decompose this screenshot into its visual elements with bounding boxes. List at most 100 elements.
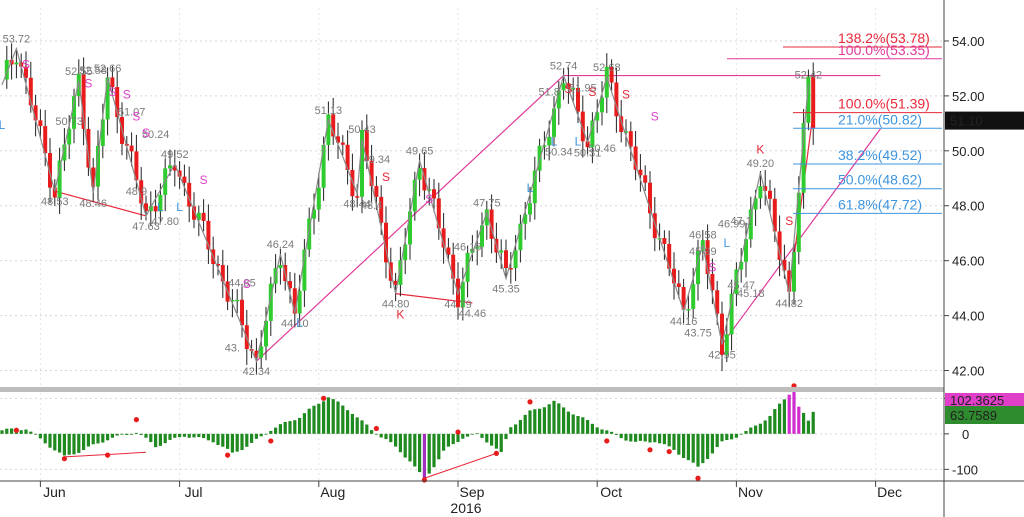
osc-bar xyxy=(427,433,431,474)
fib-level-label: 100.0%(51.39) xyxy=(838,96,930,112)
candle-body xyxy=(168,165,172,169)
swing-label: 47.80 xyxy=(151,216,179,228)
osc-bar xyxy=(533,409,537,434)
x-tick-label: Dec xyxy=(877,484,902,500)
osc-bar xyxy=(355,417,359,434)
candle-body xyxy=(187,182,192,207)
osc-bar xyxy=(168,433,172,440)
swing-label: 49.52 xyxy=(161,149,189,161)
candle-body xyxy=(552,108,556,137)
osc-bar xyxy=(720,433,724,442)
osc-bar xyxy=(67,433,71,455)
osc-bar xyxy=(226,433,230,449)
last-price-label: 51.10 xyxy=(950,114,983,129)
osc-bar xyxy=(696,433,700,467)
candle-body xyxy=(748,209,753,240)
candle-body xyxy=(585,141,590,148)
swing-label: 50.34 xyxy=(545,146,573,158)
candle-body xyxy=(235,299,240,302)
osc-bar xyxy=(797,406,801,434)
candle-body xyxy=(561,83,566,91)
candle-body xyxy=(600,97,604,113)
swing-label: 46.24 xyxy=(267,239,295,251)
y-tick-label: 42.00 xyxy=(952,364,985,379)
osc-bar xyxy=(154,433,158,448)
osc-bar xyxy=(298,417,302,434)
candle-body xyxy=(148,206,153,212)
osc-bar xyxy=(250,433,254,443)
osc-bar xyxy=(634,433,638,442)
candle-body xyxy=(412,179,417,212)
swing-label: 44.79 xyxy=(444,299,472,311)
osc-bar xyxy=(24,429,28,434)
candle-body xyxy=(28,77,33,106)
osc-bar xyxy=(662,433,666,445)
candle-body xyxy=(139,180,144,204)
osc-bar xyxy=(5,428,9,434)
swing-label: 52.74 xyxy=(550,61,578,73)
osc-bar xyxy=(547,404,551,434)
osc-bar xyxy=(710,433,714,454)
candle-body xyxy=(336,136,340,143)
swing-label: 50.73 xyxy=(55,116,83,128)
osc-bar xyxy=(58,433,62,453)
osc-bar xyxy=(72,433,76,455)
osc-bar xyxy=(595,427,599,434)
candle-body xyxy=(489,209,494,239)
osc-bar xyxy=(43,433,47,444)
swing-label: 52.58 xyxy=(79,65,107,77)
osc-bar xyxy=(326,397,330,434)
osc-bar xyxy=(302,413,306,434)
swing-label: 45.99 xyxy=(689,246,717,258)
candle-body xyxy=(628,131,633,147)
candle-body xyxy=(96,145,100,187)
signal-marker: L xyxy=(575,134,582,148)
osc-value-tag xyxy=(945,393,1024,407)
candle-body xyxy=(408,211,412,245)
osc-bar xyxy=(653,433,657,443)
candle-body xyxy=(67,128,72,145)
osc-bar xyxy=(163,433,167,444)
candle-body xyxy=(801,122,806,193)
osc-bar xyxy=(389,433,393,443)
candle-body xyxy=(144,203,148,212)
candle-body xyxy=(480,225,484,247)
osc-bar xyxy=(48,433,52,448)
osc-bar xyxy=(82,433,86,451)
signal-marker: S xyxy=(108,85,116,99)
osc-value-tag xyxy=(945,406,1024,424)
osc-dot xyxy=(13,427,19,433)
osc-bar xyxy=(91,433,95,445)
osc-bar xyxy=(346,410,350,434)
candle-body xyxy=(441,228,446,248)
candle-body xyxy=(806,76,811,123)
candle-body xyxy=(384,222,388,263)
candle-body xyxy=(230,300,235,302)
candle-body xyxy=(129,145,134,152)
signal-marker: L xyxy=(527,181,534,195)
candle-body xyxy=(710,274,715,291)
osc-dot xyxy=(421,477,427,483)
candle-body xyxy=(532,170,537,204)
osc-bar xyxy=(293,420,297,434)
osc-bar xyxy=(802,412,806,434)
candle-body xyxy=(81,73,86,129)
signal-marker: S xyxy=(243,277,251,291)
osc-bar xyxy=(566,411,570,434)
swing-label: 44.46 xyxy=(459,308,487,320)
candle-body xyxy=(153,206,158,212)
swing-label: 48.9 xyxy=(126,186,147,198)
swing-label: 44.80 xyxy=(382,299,410,311)
candle-body xyxy=(508,268,513,270)
swing-label: 47.63 xyxy=(132,221,160,233)
swing-label: 44.85 xyxy=(228,277,256,289)
osc-bar xyxy=(744,430,748,434)
osc-bar xyxy=(485,433,489,443)
candle-body xyxy=(715,290,720,314)
candle-body xyxy=(758,186,763,199)
swing-label: 48.53 xyxy=(41,196,69,208)
swing-label: 50.31 xyxy=(574,147,602,159)
candle-body xyxy=(595,112,600,121)
y-tick-label: 46.00 xyxy=(952,254,985,269)
